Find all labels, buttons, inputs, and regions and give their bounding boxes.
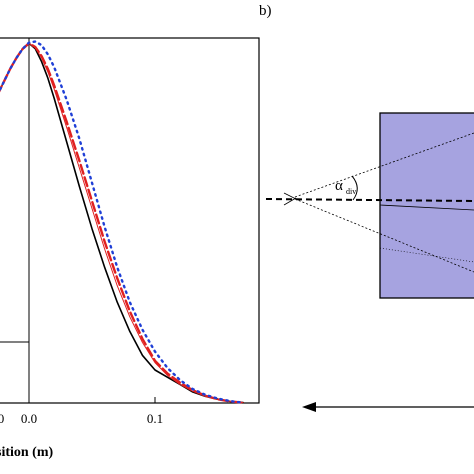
x-tick-label-partial: 0 [0,411,4,426]
panel-b-schematic: b) α div [259,3,474,412]
divergence-angle-arc [351,175,358,201]
series-layer [0,40,245,404]
x-tick-label: 0.1 [147,411,163,426]
source-stub-b [283,197,297,206]
ray-bottom-thin [379,247,474,263]
plot-frame [0,37,260,404]
series-line-solid-black [0,42,244,404]
source-stub-a [283,192,297,200]
direction-arrow-head [302,402,316,412]
x-axis-title: sition (m) [0,445,54,460]
ray-lower [294,198,474,273]
series-line-dashed-red [0,42,245,404]
alpha-label: α [335,178,343,194]
x-ticks: 0.0 0.1 0 [0,397,163,426]
panel-b-label: b) [259,3,272,19]
ray-center [379,204,474,211]
x-tick-label: 0.0 [21,411,37,426]
alpha-subscript: div [346,187,356,196]
series-line-thin-red [0,42,244,404]
optical-axis-dashed [265,198,474,202]
line-chart: 0.0 0.1 0 sition (m) [0,37,260,460]
series-line-dotted-blue [0,40,245,404]
